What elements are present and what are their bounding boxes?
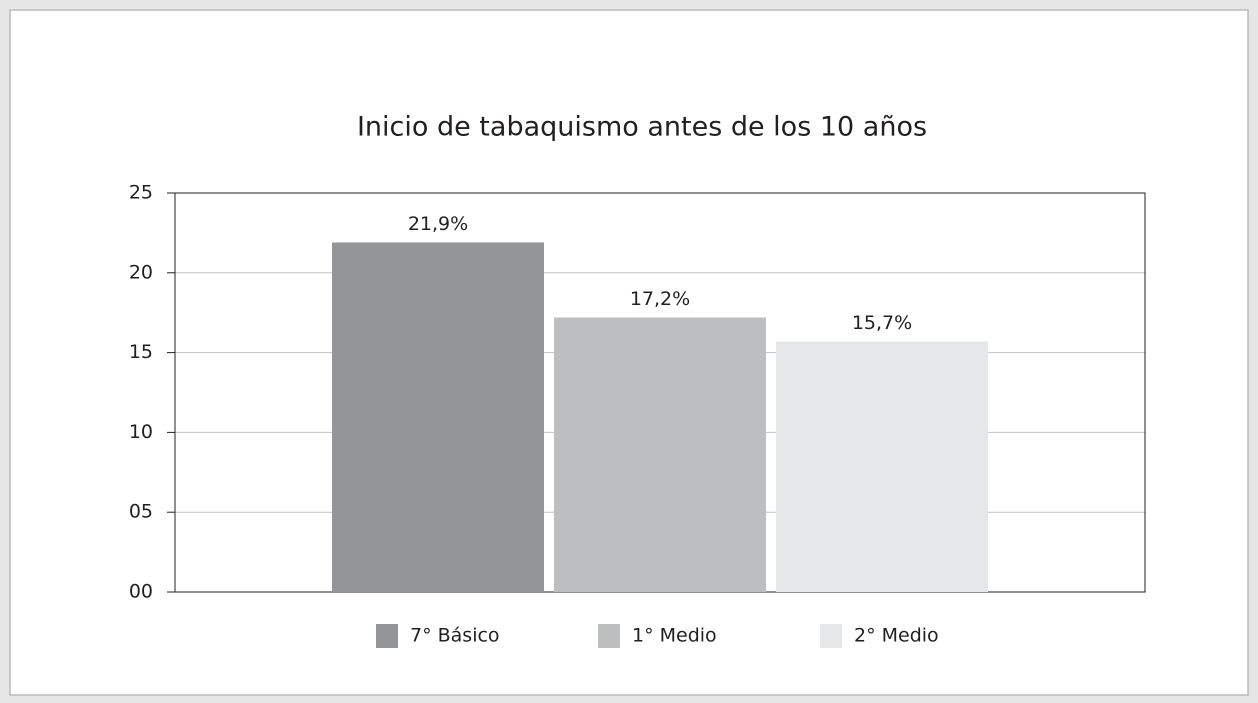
legend-label: 7° Básico: [410, 625, 500, 647]
value-label: 17,2%: [630, 288, 690, 310]
legend-swatch: [820, 624, 842, 648]
chart-title: Inicio de tabaquismo antes de los 10 año…: [357, 112, 927, 143]
y-tick-label: 25: [129, 182, 153, 204]
y-tick-label: 10: [129, 421, 153, 443]
legend-label: 2° Medio: [854, 625, 939, 647]
value-label: 15,7%: [852, 312, 912, 334]
legend-label: 1° Medio: [632, 625, 717, 647]
value-label: 21,9%: [408, 213, 468, 235]
legend-swatch: [598, 624, 620, 648]
y-tick-label: 15: [129, 341, 153, 363]
y-tick-label: 00: [129, 581, 153, 603]
y-tick-label: 05: [129, 501, 153, 523]
bar: [332, 242, 544, 592]
legend-swatch: [376, 624, 398, 648]
y-tick-label: 20: [129, 261, 153, 283]
bar: [554, 317, 766, 592]
bar: [776, 341, 988, 592]
